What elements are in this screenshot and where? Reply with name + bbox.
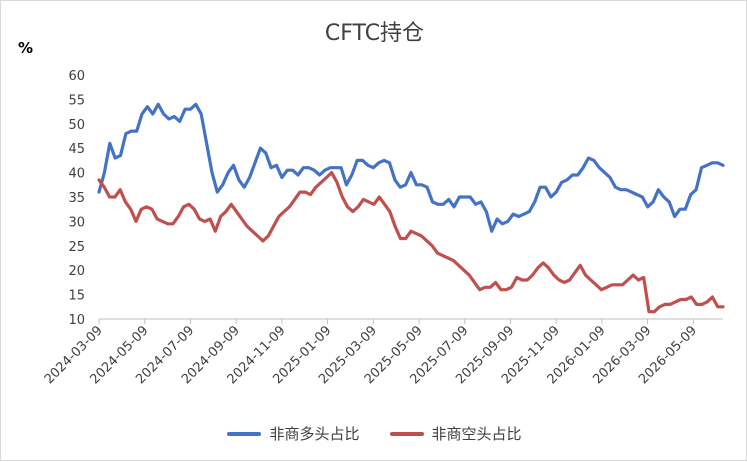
series-line-short [97,171,725,314]
legend-swatch-short [389,431,424,436]
y-tick-label: 20 [68,264,85,279]
series-line-long [97,102,725,233]
y-tick-label: 10 [68,313,85,328]
legend-swatch-long [227,431,262,436]
y-tick-label: 30 [68,215,85,230]
y-tick-label: 35 [68,191,85,206]
legend-label-short: 非商空头占比 [431,425,522,443]
y-tick-label: 40 [68,167,85,182]
y-tick-label: 15 [68,289,85,304]
legend: 非商多头占比 非商空头占比 [1,423,747,444]
y-tick-label: 25 [68,240,85,255]
y-tick-label: 50 [68,118,85,133]
chart-title: CFTC持仓 [324,21,425,46]
legend-label-long: 非商多头占比 [269,425,360,443]
legend-item-short: 非商空头占比 [389,423,522,444]
y-tick-label: 60 [68,69,85,84]
y-tick-label: 45 [68,142,85,157]
y-unit-label: % [18,39,34,57]
legend-item-long: 非商多头占比 [227,423,360,444]
y-tick-label: 55 [68,93,85,108]
